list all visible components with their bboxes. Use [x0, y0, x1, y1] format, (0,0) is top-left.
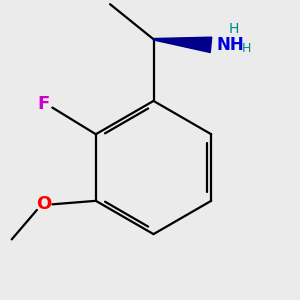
Polygon shape [153, 37, 212, 52]
Text: H: H [228, 22, 239, 36]
Text: NH: NH [217, 36, 244, 54]
Text: O: O [36, 195, 52, 213]
Text: F: F [37, 95, 50, 113]
Text: H: H [242, 42, 251, 55]
